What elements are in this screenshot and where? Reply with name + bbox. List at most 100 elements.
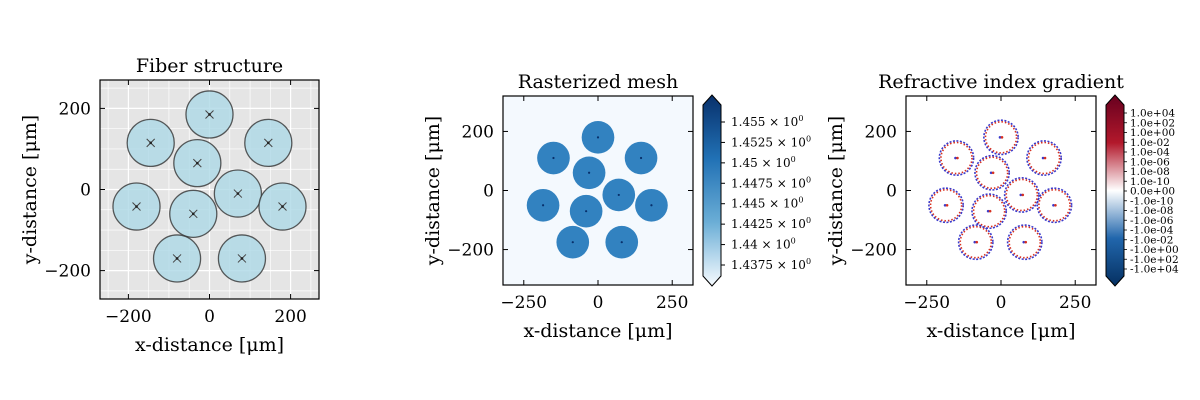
colorbar-tick-label: 1.0e+02 xyxy=(1130,117,1175,129)
gradient-ring-outer-10 xyxy=(1006,224,1043,261)
core-center-dot xyxy=(208,113,211,116)
colorbar-tick-label: 0.0e+00 xyxy=(1130,186,1175,198)
gradient-ring-inner-9 xyxy=(959,225,993,259)
gradient-center-blue xyxy=(943,203,947,207)
gradient-ring-inner-6 xyxy=(1005,178,1039,212)
mesh-core-center xyxy=(585,210,588,213)
y-tick-label: 0 xyxy=(483,182,494,202)
x-tick-label: −200 xyxy=(105,307,152,327)
gradient-ring-inner-4 xyxy=(975,156,1009,190)
mesh-colorbar: 1.455 × 100 1.4525 × 100 1.45 × 100 1.4475 … xyxy=(702,94,811,287)
gradient-ring-outer-9 xyxy=(957,224,994,261)
colorbar-tick-label: -1.0e-10 xyxy=(1130,195,1173,207)
core-center-dot xyxy=(196,161,199,165)
gradient-ring-outer-4 xyxy=(974,154,1011,191)
gradient-plot xyxy=(905,95,1097,286)
colorbar-tick-label: 1.0e-02 xyxy=(1130,137,1170,149)
core-center-dot xyxy=(240,257,244,260)
mesh-core-center xyxy=(650,204,653,207)
colorbar-tick-label: 1.4475 × 100 xyxy=(731,175,811,190)
y-tick-label: −200 xyxy=(850,241,897,261)
mesh-core-center xyxy=(617,193,620,197)
gradient-center-red xyxy=(991,171,995,175)
gradient-center-red xyxy=(956,156,959,160)
colorbar-tick-label: -1.0e+02 xyxy=(1130,254,1179,266)
gradient-colorbar: 1.0e+041.0e+021.0e+001.0e-021.0e-04 1.0e-… xyxy=(1105,94,1179,287)
x-tick-label: 250 xyxy=(656,293,688,313)
gradient-ring-outer-8 xyxy=(1036,187,1073,224)
colorbar-tick-label: 1.44 × 100 xyxy=(731,237,796,252)
gradient-ring-inner-5 xyxy=(929,188,963,222)
colorbar-tick-label: -1.0e-02 xyxy=(1130,234,1173,246)
x-tick-label: 200 xyxy=(274,307,306,327)
x-tick-label: −250 xyxy=(903,293,950,313)
colorbar-tick-label: 1.0e-08 xyxy=(1130,166,1170,178)
gradient-ring-outer-7 xyxy=(971,193,1008,230)
colorbar-tick-label: -1.0e-08 xyxy=(1130,205,1173,217)
gradient-center-red xyxy=(1043,156,1047,160)
rasterized-mesh-plot xyxy=(502,95,694,286)
x-tick-label: 0 xyxy=(204,307,215,327)
gradient-center-blue xyxy=(989,171,993,175)
gradient-center-red xyxy=(1054,203,1057,207)
x-axis-label: x-distance [μm] xyxy=(926,320,1075,342)
mesh-core-center xyxy=(587,171,591,174)
mesh-core-center xyxy=(639,156,643,160)
gradient-ring-inner-8 xyxy=(1038,188,1071,222)
gradient-center-red xyxy=(975,240,979,244)
gradient-center-blue xyxy=(998,136,1002,139)
y-tick-label: 0 xyxy=(886,182,897,202)
colorbar-tick-label: 1.0e+00 xyxy=(1130,127,1175,139)
core-center-dot xyxy=(149,141,152,145)
mesh-core-center xyxy=(552,156,555,160)
gradient-ring-outer-5 xyxy=(928,187,965,224)
chart-title: Fiber structure xyxy=(136,55,283,77)
core-center-dot xyxy=(135,205,138,208)
colorbar-tick-label: 1.0e-04 xyxy=(1130,147,1170,159)
y-axis-label: y-distance [μm] xyxy=(422,116,444,266)
colorbar-tick-label: 1.0e+04 xyxy=(1130,108,1175,120)
x-tick-label: 0 xyxy=(593,293,604,313)
gradient-ring-inner-7 xyxy=(972,194,1006,228)
colorbar-tick-label: 1.455 × 100 xyxy=(731,114,803,129)
gradient-center-blue xyxy=(1019,193,1023,197)
y-axis-label: y-distance [μm] xyxy=(19,115,41,265)
colorbar-tick-label: 1.445 × 100 xyxy=(731,196,803,211)
axes-1: Fiber structure x-distance [μm] y-distance… xyxy=(19,55,319,356)
colorbar-tick-label: 1.4375 × 100 xyxy=(731,257,811,272)
colorbar-tick-label: 1.4525 × 100 xyxy=(731,134,811,149)
axes-3: Refractive index gradient x-distance [μm]… xyxy=(825,71,1124,342)
colorbar-tick-label: -1.0e-06 xyxy=(1130,215,1174,227)
gradient-ring-outer-2 xyxy=(938,140,975,176)
gradient-ring-outer-1 xyxy=(983,119,1019,156)
fiber-structure-plot xyxy=(99,79,320,300)
gradient-center-red xyxy=(988,209,992,213)
gradient-ring-inner-10 xyxy=(1008,225,1042,259)
gradient-ring-outer-6 xyxy=(1003,177,1040,213)
y-tick-label: 200 xyxy=(865,122,897,142)
y-axis-label: y-distance [μm] xyxy=(825,116,847,266)
mesh-core-center xyxy=(541,204,545,207)
core-center-dot xyxy=(236,192,240,195)
gradient-center-red xyxy=(1024,240,1028,244)
y-tick-label: 200 xyxy=(59,99,91,119)
gradient-ring-outer-3 xyxy=(1026,140,1062,176)
mesh-core-center xyxy=(596,136,600,139)
gradient-center-blue xyxy=(973,240,977,244)
core-center-dot xyxy=(281,205,284,208)
x-tick-label: −250 xyxy=(500,293,547,313)
colorbar-body xyxy=(702,94,722,287)
colorbar-tick-label: 1.0e-10 xyxy=(1130,176,1170,188)
core-center-dot xyxy=(191,212,195,216)
axes-2: Rasterized mesh x-distance [μm] y-distance… xyxy=(422,71,693,342)
x-tick-label: 0 xyxy=(996,293,1007,313)
gradient-center-blue xyxy=(1041,156,1045,160)
gradient-ring-inner-1 xyxy=(984,121,1018,154)
y-tick-label: −200 xyxy=(447,241,494,261)
y-tick-label: −200 xyxy=(44,262,91,282)
y-tick-label: 200 xyxy=(462,122,494,142)
gradient-center-blue xyxy=(1022,240,1026,244)
core-center-dot xyxy=(267,141,270,145)
x-axis-label: x-distance [μm] xyxy=(135,334,284,356)
colorbar-tick-label: -1.0e+04 xyxy=(1130,264,1179,276)
